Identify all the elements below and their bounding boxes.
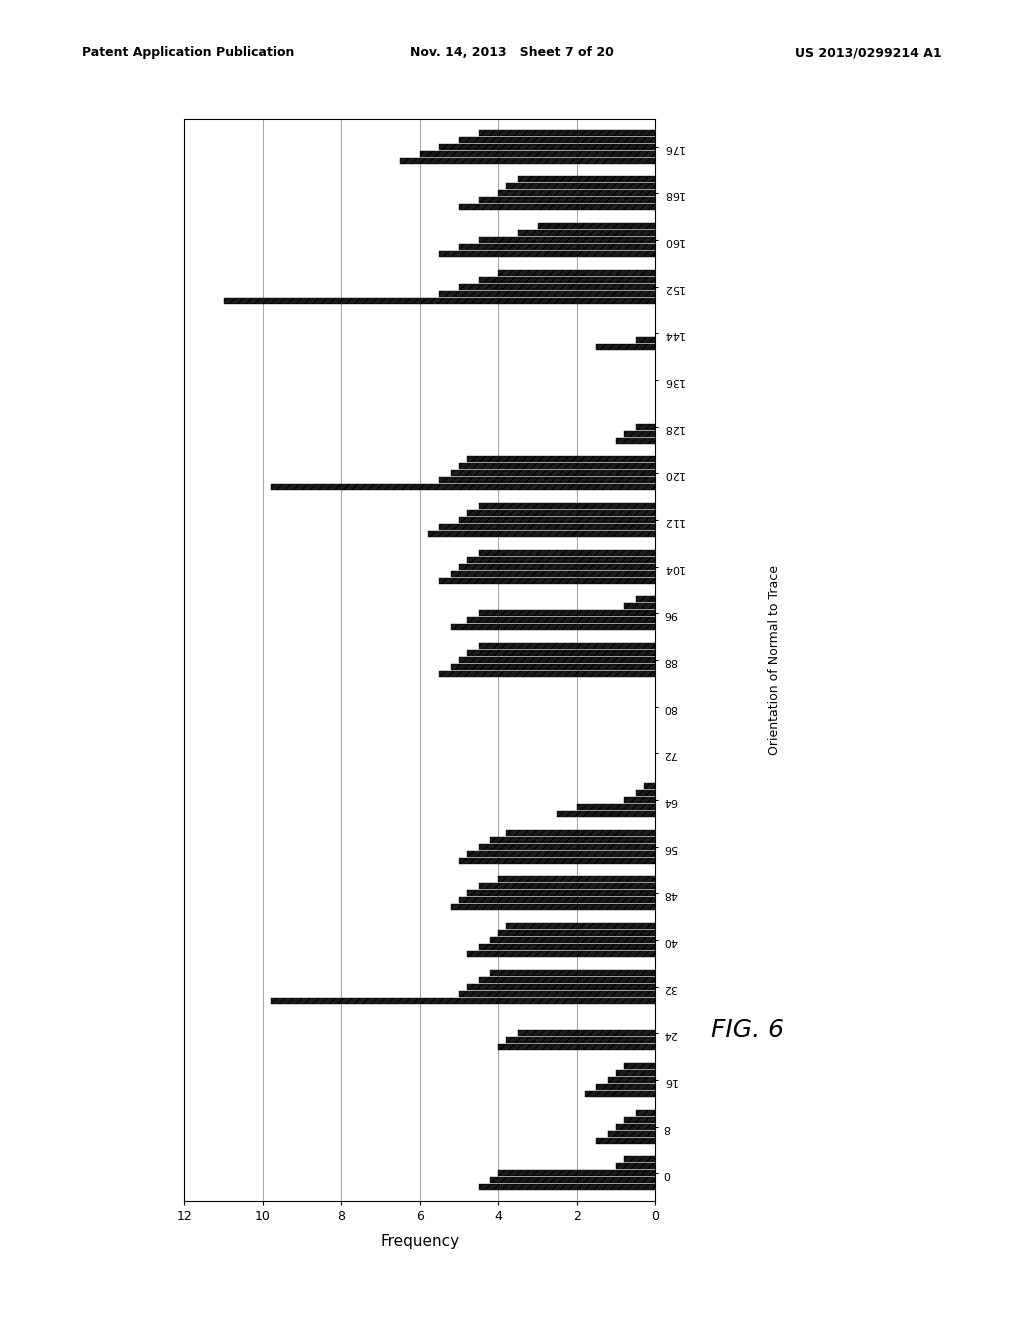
Bar <box>499 1044 655 1051</box>
Bar <box>479 129 655 136</box>
Bar <box>452 904 655 911</box>
Text: FIG. 6: FIG. 6 <box>711 1018 784 1041</box>
Bar <box>636 424 655 430</box>
Bar <box>459 463 655 470</box>
Bar <box>499 1170 655 1176</box>
Bar <box>608 1077 655 1082</box>
Bar <box>479 503 655 510</box>
Bar <box>459 517 655 523</box>
Bar <box>616 1123 655 1130</box>
Bar <box>636 597 655 602</box>
Bar <box>490 937 655 942</box>
Bar <box>400 158 655 164</box>
Bar <box>577 804 655 810</box>
Bar <box>608 1130 655 1137</box>
Bar <box>479 944 655 950</box>
Bar <box>518 1030 655 1036</box>
Bar <box>585 1090 655 1097</box>
Bar <box>479 198 655 203</box>
Bar <box>439 671 655 677</box>
Bar <box>467 557 655 562</box>
Bar <box>479 277 655 282</box>
Bar <box>499 876 655 882</box>
Bar <box>596 1084 655 1090</box>
Bar <box>479 610 655 616</box>
Bar <box>467 457 655 462</box>
Bar <box>270 998 655 1003</box>
Bar <box>506 183 655 190</box>
Bar <box>439 578 655 583</box>
Bar <box>459 205 655 210</box>
Bar <box>624 1063 655 1069</box>
Bar <box>223 298 655 304</box>
Bar <box>557 810 655 817</box>
Text: Patent Application Publication: Patent Application Publication <box>82 46 294 59</box>
Bar <box>479 549 655 556</box>
Bar <box>459 990 655 997</box>
Bar <box>467 983 655 990</box>
Bar <box>624 797 655 803</box>
Bar <box>439 290 655 297</box>
Bar <box>518 230 655 236</box>
Text: US 2013/0299214 A1: US 2013/0299214 A1 <box>796 46 942 59</box>
Bar <box>459 858 655 863</box>
Bar <box>467 510 655 516</box>
Bar <box>499 269 655 276</box>
Bar <box>499 190 655 197</box>
Bar <box>467 649 655 656</box>
Bar <box>467 850 655 857</box>
Bar <box>459 137 655 143</box>
Y-axis label: Orientation of Normal to Trace: Orientation of Normal to Trace <box>768 565 780 755</box>
Bar <box>459 564 655 570</box>
Bar <box>616 438 655 444</box>
Bar <box>459 657 655 663</box>
Bar <box>636 338 655 343</box>
Bar <box>420 150 655 157</box>
Bar <box>636 1110 655 1115</box>
Bar <box>467 618 655 623</box>
Bar <box>624 430 655 437</box>
Bar <box>479 1184 655 1191</box>
Bar <box>636 789 655 796</box>
Bar <box>439 251 655 257</box>
Bar <box>479 643 655 649</box>
Bar <box>624 1117 655 1122</box>
Bar <box>459 898 655 903</box>
Bar <box>479 843 655 850</box>
Bar <box>490 1177 655 1183</box>
Bar <box>439 478 655 483</box>
Bar <box>459 244 655 249</box>
Bar <box>506 829 655 836</box>
Bar <box>452 570 655 577</box>
Bar <box>490 837 655 842</box>
Bar <box>452 664 655 671</box>
Bar <box>616 1163 655 1170</box>
Bar <box>624 603 655 610</box>
Bar <box>467 950 655 957</box>
Bar <box>538 223 655 230</box>
Bar <box>270 484 655 491</box>
Bar <box>518 177 655 182</box>
Bar <box>506 1038 655 1043</box>
Bar <box>596 345 655 350</box>
Bar <box>439 524 655 531</box>
Bar <box>452 624 655 631</box>
Bar <box>479 883 655 890</box>
Bar <box>624 1156 655 1162</box>
Bar <box>459 284 655 290</box>
Bar <box>490 970 655 975</box>
Bar <box>479 977 655 982</box>
Bar <box>616 1071 655 1076</box>
Text: Nov. 14, 2013   Sheet 7 of 20: Nov. 14, 2013 Sheet 7 of 20 <box>410 46 614 59</box>
X-axis label: Frequency: Frequency <box>380 1234 460 1249</box>
Bar <box>644 783 655 789</box>
Bar <box>506 923 655 929</box>
Bar <box>428 531 655 537</box>
Bar <box>499 929 655 936</box>
Bar <box>452 470 655 477</box>
Bar <box>467 890 655 896</box>
Bar <box>596 1138 655 1143</box>
Bar <box>439 144 655 150</box>
Bar <box>479 238 655 243</box>
